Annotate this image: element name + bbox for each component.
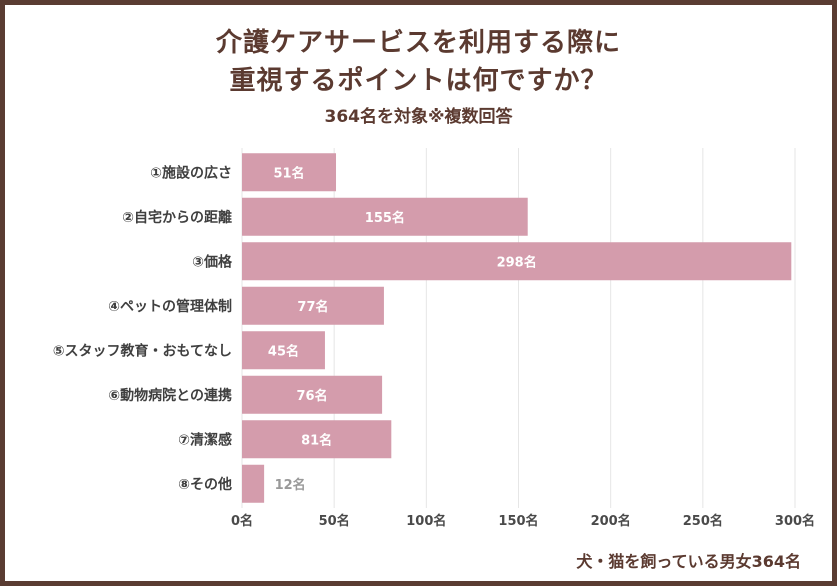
data-label: 12名 [275, 477, 306, 493]
category-label: ⑥動物病院との連携 [108, 387, 232, 404]
bar [242, 153, 337, 192]
x-tick-label: 250名 [683, 513, 723, 529]
category-label: ⑦清潔感 [178, 431, 232, 448]
bar [242, 420, 392, 459]
category-label: ⑧その他 [178, 476, 232, 493]
data-label: 155名 [365, 210, 405, 226]
sample-note: 犬・猫を飼っている男女364名 [576, 552, 801, 571]
data-label: 298名 [497, 254, 537, 270]
chart-frame [5, 5, 832, 581]
data-label: 77名 [297, 299, 328, 315]
data-label: 45名 [268, 343, 299, 359]
bar [242, 286, 384, 325]
bar [242, 464, 265, 503]
category-label: ③価格 [192, 253, 233, 270]
chart-subtitle: 364名を対象※複数回答 [324, 107, 513, 127]
category-label: ①施設の広さ [150, 164, 232, 181]
category-label: ④ペットの管理体制 [108, 298, 232, 315]
data-label: 81名 [301, 432, 332, 448]
x-tick-label: 200名 [591, 513, 631, 529]
data-label: 76名 [296, 388, 327, 404]
bar [242, 331, 325, 370]
bar [242, 242, 792, 281]
x-tick-label: 150名 [498, 513, 538, 529]
x-tick-label: 50名 [319, 513, 350, 529]
x-tick-label: 0名 [231, 513, 253, 529]
chart-title-line2: 重視するポイントは何ですか？ [229, 66, 608, 96]
bar [242, 375, 383, 414]
chart-title-line1: 介護ケアサービスを利用する際に [215, 28, 621, 58]
bar [242, 197, 528, 236]
data-label: 51名 [273, 165, 304, 181]
category-label: ②自宅からの距離 [122, 209, 232, 226]
category-label: ⑤スタッフ教育・おもてなし [53, 342, 232, 359]
x-tick-label: 100名 [406, 513, 446, 529]
x-tick-label: 300名 [775, 513, 815, 529]
